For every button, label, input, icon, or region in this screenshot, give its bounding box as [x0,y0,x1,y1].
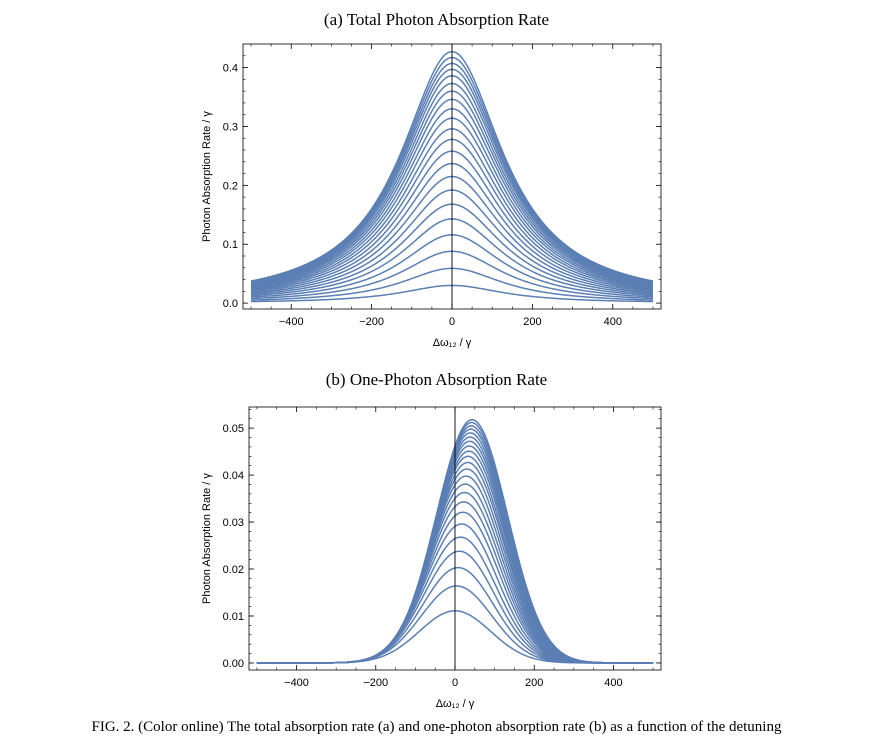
x-tick-label: −400 [284,677,309,689]
x-tick-label: −400 [279,316,304,328]
y-axis-label: Photon Absorption Rate / γ [201,111,213,242]
y-tick-label: 0.04 [223,470,244,482]
y-tick-label: 0.01 [223,611,244,623]
x-tick-label: 400 [604,316,622,328]
chart-a: −400 −200 0 200 400 0.0 0.1 0.2 0.3 0.4 Δω₁₂ / γ Ph… [201,43,662,349]
chart-b: −400 −200 0 200 400 0.00 0.01 0.02 0.03 0.04 0.05 Δ… [201,406,662,710]
x-tick-label: 200 [525,677,543,689]
x-tick-label: 200 [523,316,541,328]
x-axis-label: Δω₁₂ / γ [433,337,472,349]
chart-a-title: (a) Total Photon Absorption Rate [323,10,550,29]
x-tick-label: 0 [452,677,458,689]
chart-b-title: (b) One-Photon Absorption Rate [325,370,548,389]
y-tick-label: 0.1 [223,239,238,251]
y-tick-label: 0.03 [223,517,244,529]
y-tick-label: 0.4 [223,63,238,75]
y-tick-label: 0.2 [223,180,238,192]
x-tick-label: −200 [363,677,388,689]
y-tick-label: 0.0 [223,298,238,310]
x-tick-label: 0 [449,316,455,328]
x-tick-label: 400 [604,677,622,689]
y-tick-label: 0.02 [223,564,244,576]
x-tick-label: −200 [359,316,384,328]
figure-caption: FIG. 2. (Color online) The total absorpt… [91,719,782,735]
y-tick-label: 0.05 [223,423,244,435]
x-axis-label: Δω₁₂ / γ [436,698,475,710]
y-tick-label: 0.3 [223,121,238,133]
y-axis-label: Photon Absorption Rate / γ [201,473,213,604]
y-tick-label: 0.00 [223,658,244,670]
